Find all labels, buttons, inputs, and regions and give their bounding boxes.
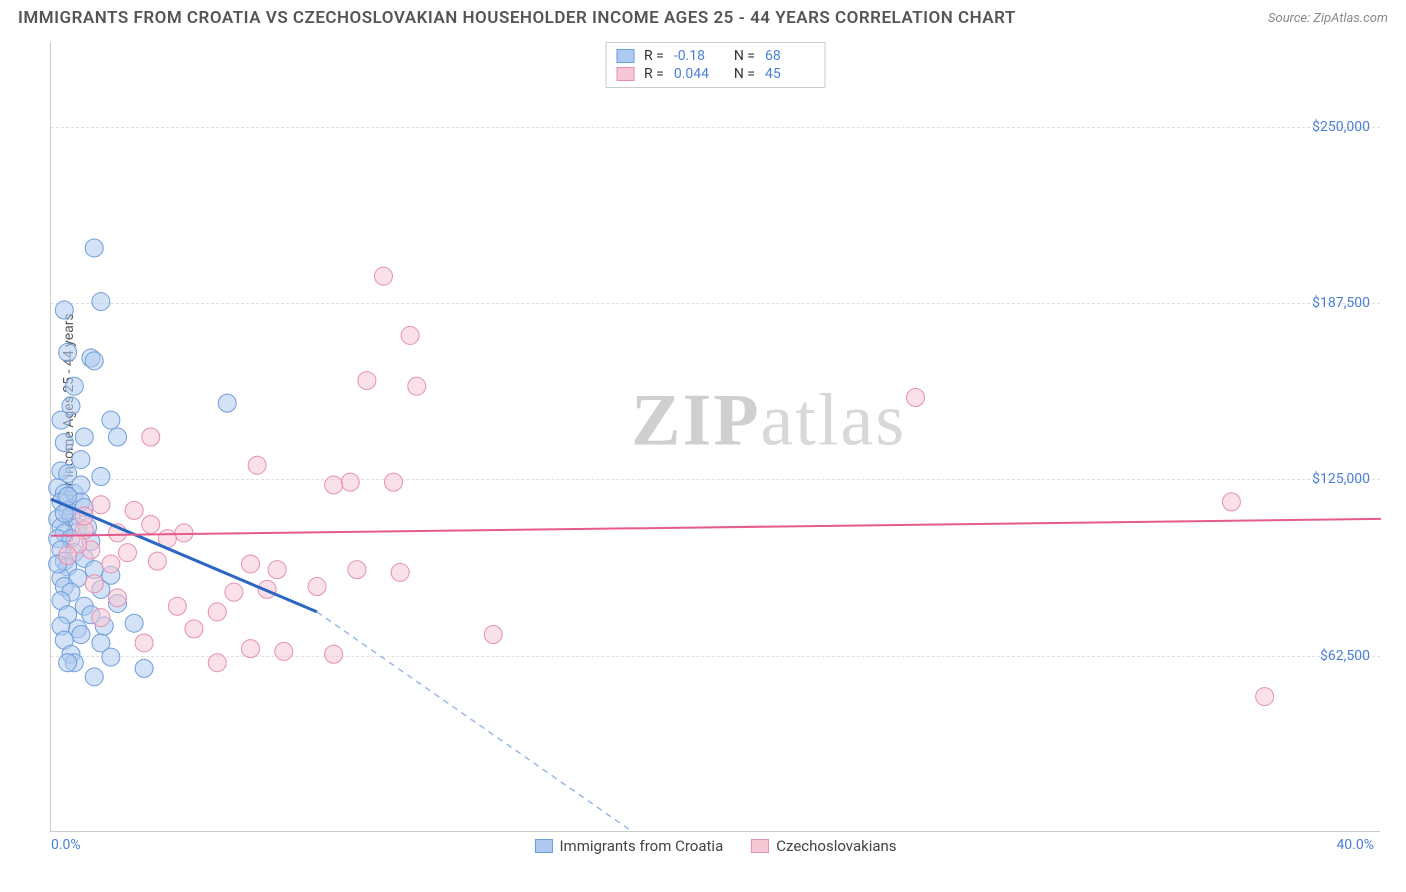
stat-n-value-0: 68 [765, 48, 815, 64]
x-tick-label: 0.0% [51, 837, 81, 853]
stat-n-value-1: 45 [765, 66, 815, 82]
legend-label-0: Immigrants from Croatia [559, 837, 723, 855]
stat-n-label: N = [734, 66, 755, 82]
legend-item-0: Immigrants from Croatia [534, 837, 723, 855]
stat-r-label: R = [644, 66, 664, 82]
stats-row-series-1: R = 0.044 N = 45 [616, 65, 815, 83]
legend-swatch-1 [751, 839, 769, 853]
stat-r-label: R = [644, 48, 664, 64]
stat-n-label: N = [734, 48, 755, 64]
stat-r-value-0: -0.18 [674, 48, 724, 64]
series-legend: Immigrants from Croatia Czechoslovakians [534, 837, 896, 855]
legend-label-1: Czechoslovakians [776, 837, 896, 855]
stats-legend-box: R = -0.18 N = 68 R = 0.044 N = 45 [605, 42, 826, 88]
legend-item-1: Czechoslovakians [751, 837, 896, 855]
source-attribution: Source: ZipAtlas.com [1268, 11, 1388, 26]
legend-swatch-0 [534, 839, 552, 853]
title-bar: IMMIGRANTS FROM CROATIA VS CZECHOSLOVAKI… [0, 0, 1406, 34]
stats-row-series-0: R = -0.18 N = 68 [616, 47, 815, 65]
swatch-series-1 [616, 67, 634, 81]
chart-plot-area: Householder Income Ages 25 - 44 years $6… [50, 42, 1380, 832]
scatter-svg [51, 42, 1380, 831]
chart-title: IMMIGRANTS FROM CROATIA VS CZECHOSLOVAKI… [18, 8, 1016, 28]
stat-r-value-1: 0.044 [674, 66, 724, 82]
swatch-series-0 [616, 49, 634, 63]
x-tick-label: 40.0% [1336, 837, 1374, 853]
